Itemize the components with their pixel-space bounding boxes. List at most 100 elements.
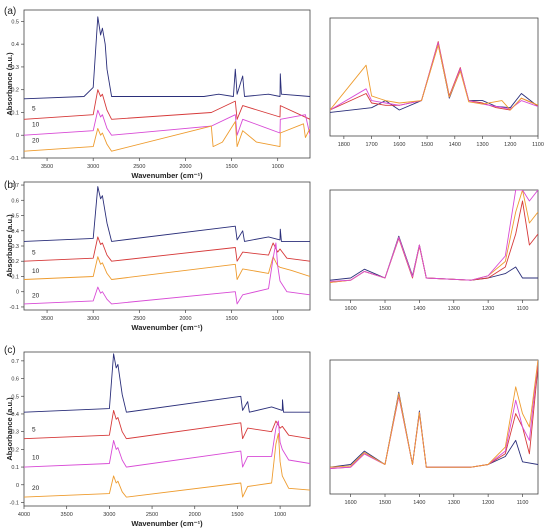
series-label: 10 (32, 455, 40, 462)
x-tick-label: 1000 (272, 164, 284, 170)
x-tick-label: 1700 (365, 142, 377, 148)
y-tick-label: 0.6 (11, 198, 19, 204)
chart-b-full: 3500 3000 2500 2000 1500 1000 -0.1 0 0.1 0.2 0.3 0.… (5, 181, 311, 332)
x-tick-label: 1600 (393, 142, 405, 148)
chart-a-full: 3500 3000 2500 2000 1500 1000 -0.1 0 0.1 0.2 0.3 0.… (5, 9, 311, 180)
chart-c-full: 4000 3500 3000 2500 2000 1500 1000 -0.1 0 0.1 0.2 0… (5, 351, 311, 528)
x-tick-label: 2000 (189, 512, 201, 518)
series-label: 10 (32, 121, 40, 128)
plot-frame (329, 359, 539, 495)
x-tick-label: 2500 (133, 316, 145, 322)
y-tick-label: 0.2 (11, 259, 19, 265)
panel-label: (b) (4, 180, 16, 191)
series-line-red (24, 409, 310, 440)
series-line-red (330, 200, 538, 283)
x-tick-label: 2000 (179, 164, 191, 170)
series-line-orange (24, 256, 310, 280)
x-tick-label: 1300 (448, 306, 460, 312)
x-tick-label: 3000 (87, 316, 99, 322)
series-line-red (330, 41, 538, 111)
x-tick-label: 1100 (517, 500, 529, 506)
y-tick-label: 0 (16, 133, 19, 139)
x-axis-label: Wavenumber (cm⁻¹) (131, 171, 203, 180)
x-tick-label: 1500 (225, 316, 237, 322)
y-tick-label: 0 (16, 290, 19, 296)
y-tick-label: 0.2 (11, 447, 19, 453)
series-line-red (24, 89, 310, 120)
series-line-orange (330, 360, 538, 468)
series-line-magenta (330, 42, 538, 111)
x-tick-label: 1600 (345, 306, 357, 312)
y-tick-label: 0.5 (11, 394, 19, 400)
y-axis-label: Absorbance (a.u.) (5, 52, 14, 116)
x-tick-label: 1800 (338, 142, 350, 148)
x-tick-label: 1400 (449, 142, 461, 148)
x-tick-label: 1100 (517, 306, 529, 312)
series-line-magenta (24, 420, 310, 468)
panel-label: (c) (4, 345, 16, 356)
chart-a-zoom: 1800 1700 1600 1500 1400 1300 1200 1100 (329, 17, 544, 148)
y-axis-label: Absorbance (a.u.) (5, 397, 14, 461)
x-axis-label: Wavenumber (cm⁻¹) (131, 519, 203, 528)
series-label: 20 (32, 485, 40, 492)
x-tick-label: 1000 (274, 512, 286, 518)
series-label: 5 (32, 426, 36, 433)
y-tick-label: 0.1 (11, 110, 19, 116)
series-label: 20 (32, 137, 40, 144)
y-tick-label: 0.5 (11, 214, 19, 220)
chart-c-zoom: 1600 1500 1400 1300 1200 1100 (329, 359, 539, 506)
x-tick-label: 3000 (87, 164, 99, 170)
plot-frame (329, 189, 539, 301)
x-tick-label: 1000 (272, 316, 284, 322)
series-line-navy (24, 186, 310, 242)
x-tick-label: 1200 (482, 306, 494, 312)
series-line-navy (24, 16, 310, 100)
series-line-orange (330, 44, 538, 111)
series-line-orange (24, 121, 310, 152)
x-tick-label: 4000 (18, 512, 30, 518)
plot-frame (23, 9, 311, 159)
series-line-magenta (24, 242, 310, 305)
series-line-magenta (24, 109, 310, 136)
x-tick-label: 1500 (225, 164, 237, 170)
y-axis-label: Absorbance (a.u.) (5, 214, 14, 278)
plot-frame (329, 17, 539, 137)
y-tick-label: 0.5 (11, 19, 19, 25)
x-tick-label: 2500 (146, 512, 158, 518)
y-tick-label: 0.2 (11, 88, 19, 94)
series-line-magenta (330, 190, 538, 282)
series-line-navy (330, 43, 538, 113)
plot-frame (23, 181, 311, 311)
x-tick-label: 1400 (413, 306, 425, 312)
x-tick-label: 1300 (448, 500, 460, 506)
series-label: 5 (32, 250, 36, 257)
y-tick-label: 0.1 (11, 274, 19, 280)
x-tick-label: 1500 (379, 306, 391, 312)
series-line-orange (24, 432, 310, 498)
y-tick-label: 0.3 (11, 430, 19, 436)
x-tick-label: 1100 (532, 142, 544, 148)
x-tick-label: 1200 (504, 142, 516, 148)
x-tick-label: 1200 (482, 500, 494, 506)
series-label: 20 (32, 292, 40, 299)
series-label: 5 (32, 105, 36, 112)
y-tick-label: 0 (16, 483, 19, 489)
chart-b-zoom: 1600 1500 1400 1300 1200 1100 (329, 189, 539, 312)
x-tick-label: 1600 (345, 500, 357, 506)
plot-frame (23, 351, 311, 507)
x-tick-label: 1300 (476, 142, 488, 148)
series-line-orange (330, 190, 538, 283)
y-tick-label: 0.4 (11, 229, 19, 235)
x-tick-label: 1500 (231, 512, 243, 518)
x-tick-label: 3500 (41, 164, 53, 170)
y-tick-label: -0.1 (10, 500, 19, 506)
x-tick-label: 2000 (179, 316, 191, 322)
x-tick-label: 2500 (133, 164, 145, 170)
x-tick-label: 1500 (379, 500, 391, 506)
y-tick-label: 0.1 (11, 465, 19, 471)
x-tick-label: 1500 (421, 142, 433, 148)
series-label: 10 (32, 268, 40, 275)
y-tick-label: -0.1 (10, 156, 19, 162)
y-tick-label: 0.3 (11, 244, 19, 250)
x-tick-label: 3500 (41, 316, 53, 322)
